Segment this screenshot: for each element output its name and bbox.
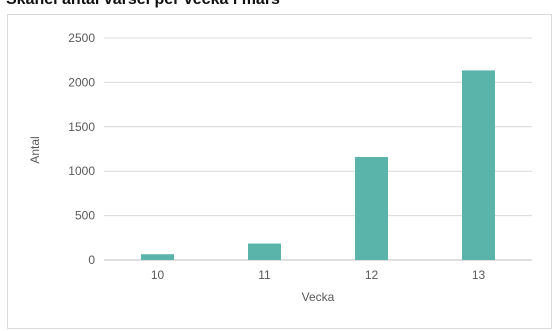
y-tick-labels: 0 500 1000 1500 2000 2500 xyxy=(68,31,95,267)
y-tick-label: 1500 xyxy=(68,120,95,134)
x-tick-label: 12 xyxy=(365,268,379,282)
y-tick-label: 0 xyxy=(88,253,95,267)
y-tick-label: 2000 xyxy=(68,75,95,89)
bar-week-10 xyxy=(141,254,174,260)
bar-week-11 xyxy=(248,243,281,260)
bars xyxy=(141,70,495,260)
y-axis-title: Antal xyxy=(28,136,42,163)
bar-week-12 xyxy=(355,156,388,260)
y-tick-label: 1000 xyxy=(68,164,95,178)
y-tick-label: 2500 xyxy=(68,31,95,45)
chart-title: Skånel antal varsel per vecka i mars xyxy=(6,0,551,12)
x-tick-labels: 10 11 12 13 xyxy=(151,268,486,282)
bar-week-13 xyxy=(462,70,495,260)
y-tick-label: 500 xyxy=(75,209,95,223)
x-axis-title: Vecka xyxy=(302,290,335,304)
gridlines xyxy=(104,37,532,261)
x-tick-label: 13 xyxy=(472,268,486,282)
x-tick-label: 11 xyxy=(258,268,271,282)
x-tick-label: 10 xyxy=(151,268,165,282)
